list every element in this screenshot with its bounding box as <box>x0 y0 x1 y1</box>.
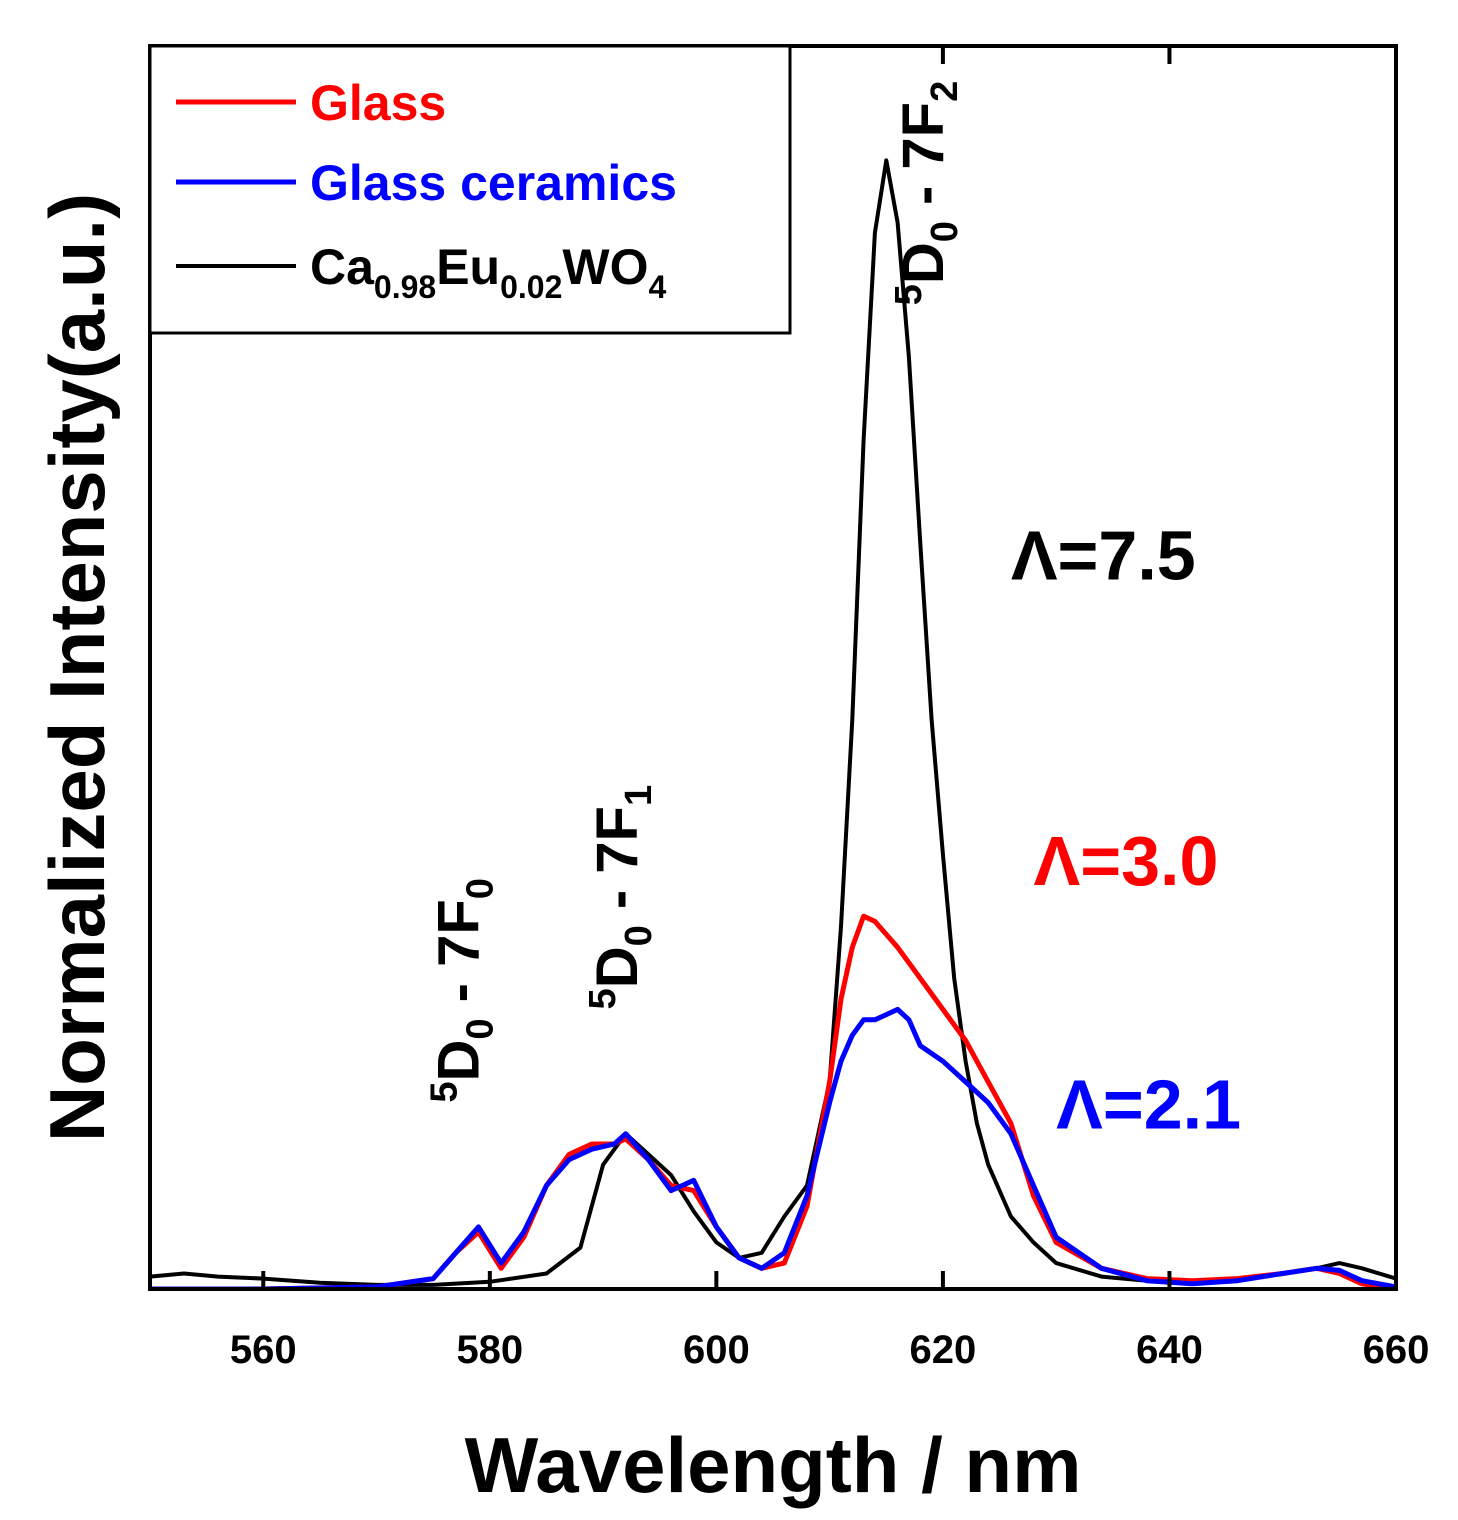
transition-label-f2: 5D0 - 7F2 <box>888 81 966 306</box>
x-tick-label: 620 <box>910 1328 977 1372</box>
lambda-label-l75: Λ=7.5 <box>1011 517 1196 595</box>
legend-box <box>148 44 792 335</box>
series-line-1 <box>150 1006 1396 1289</box>
tick-layer: 560 580 600 620 640 660 <box>230 46 1429 1372</box>
x-tick-label: 600 <box>683 1328 750 1372</box>
x-tick-label: 660 <box>1363 1328 1430 1372</box>
legend: Glass Glass ceramics Ca0.98Eu0.02WO4 <box>148 44 792 335</box>
x-axis-title: Wavelength / nm <box>465 1421 1082 1509</box>
legend-label: Glass ceramics <box>310 155 677 211</box>
x-tick-label: 640 <box>1136 1328 1203 1372</box>
lambda-label-l30: Λ=3.0 <box>1034 822 1219 900</box>
annotation-layer: 5D0 - 7F2 5D0 - 7F1 5D0 - 7F0 Λ=7.5 Λ=3.0 Λ=2… <box>423 81 1241 1144</box>
legend-label: Ca0.98Eu0.02WO4 <box>310 239 666 305</box>
x-tick-label: 580 <box>456 1328 523 1372</box>
series-line-2 <box>150 158 1396 1287</box>
lambda-label-l21: Λ=2.1 <box>1056 1066 1241 1144</box>
transition-label-f1: 5D0 - 7F1 <box>582 785 660 1010</box>
y-axis-title: Normalized Intensity(a.u.) <box>33 193 121 1142</box>
transition-label-f0: 5D0 - 7F0 <box>423 878 501 1103</box>
series-layer <box>150 158 1396 1289</box>
x-tick-label: 560 <box>230 1328 297 1372</box>
legend-label: Glass <box>310 75 446 131</box>
